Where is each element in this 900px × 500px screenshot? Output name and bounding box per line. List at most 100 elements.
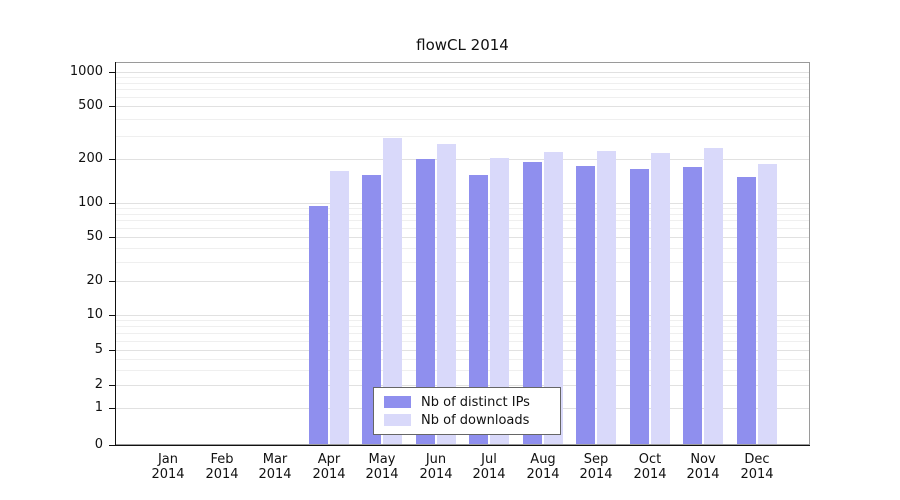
x-label-month-jul: Jul (481, 452, 497, 467)
y-axis-line (115, 62, 116, 445)
y-tick-label: 100 (78, 195, 103, 210)
gridline-minor (115, 97, 810, 98)
y-tick-label: 50 (86, 229, 103, 244)
gridline-minor (115, 359, 810, 360)
x-label-month-oct: Oct (638, 452, 662, 467)
x-label-year-sep: 2014 (579, 467, 613, 482)
x-label-year-jan: 2014 (151, 467, 185, 482)
x-label-year-nov: 2014 (686, 467, 720, 482)
bar-distinct-ips-dec (737, 177, 756, 445)
x-label-month-apr: Apr (317, 452, 341, 467)
gridline-minor (115, 341, 810, 342)
gridline-major (115, 203, 810, 204)
gridline-minor (115, 214, 810, 215)
y-tick-mark (109, 281, 115, 282)
gridline-minor (115, 248, 810, 249)
gridline-minor (115, 326, 810, 327)
y-tick-mark (109, 445, 115, 446)
x-label-year-oct: 2014 (633, 467, 667, 482)
gridline-minor (115, 220, 810, 221)
gridline-minor (115, 119, 810, 120)
legend-item-distinct-ips: Nb of distinct IPs (384, 393, 550, 411)
y-tick-label: 200 (78, 151, 103, 166)
x-label-month-feb: Feb (210, 452, 234, 467)
bar-downloads-aug (544, 152, 563, 445)
y-tick-label: 0 (94, 437, 103, 452)
legend-swatch-downloads (384, 414, 411, 426)
bar-downloads-oct (651, 153, 670, 445)
y-tick-mark (109, 408, 115, 409)
gridline-minor (115, 136, 810, 137)
y-tick-label: 20 (86, 273, 103, 288)
y-tick-label: 5 (94, 342, 103, 357)
gridline-major (115, 72, 810, 73)
gridline-minor (115, 333, 810, 334)
x-label-month-mar: Mar (262, 452, 288, 467)
bar-downloads-sep (597, 151, 616, 445)
gridline-minor (115, 320, 810, 321)
gridline-minor (115, 77, 810, 78)
gridline-major (115, 385, 810, 386)
x-label-year-apr: 2014 (312, 467, 346, 482)
legend-label-downloads: Nb of downloads (421, 412, 530, 428)
bar-downloads-may (383, 138, 402, 445)
y-tick-label: 1000 (69, 64, 103, 79)
gridline-major (115, 106, 810, 107)
gridline-minor (115, 89, 810, 90)
legend: Nb of distinct IPs Nb of downloads (373, 387, 561, 435)
y-tick-mark (109, 72, 115, 73)
x-label-year-aug: 2014 (526, 467, 560, 482)
legend-swatch-distinct-ips (384, 396, 411, 408)
bar-downloads-nov (704, 148, 723, 445)
gridline-major (115, 281, 810, 282)
x-label-month-aug: Aug (530, 452, 556, 467)
x-label-month-dec: Dec (744, 452, 770, 467)
y-tick-mark (109, 315, 115, 316)
x-axis-line (115, 445, 810, 446)
gridline-minor (115, 83, 810, 84)
bar-distinct-ips-oct (630, 169, 649, 445)
x-label-year-mar: 2014 (258, 467, 292, 482)
y-tick-label: 2 (94, 377, 103, 392)
bar-downloads-dec (758, 164, 777, 445)
legend-item-downloads: Nb of downloads (384, 411, 550, 429)
y-tick-mark (109, 106, 115, 107)
bar-downloads-jul (490, 158, 509, 445)
y-tick-mark (109, 159, 115, 160)
x-label-month-jan: Jan (157, 452, 179, 467)
y-tick-mark (109, 385, 115, 386)
x-label-month-nov: Nov (690, 452, 716, 467)
bar-distinct-ips-sep (576, 166, 595, 445)
gridline-minor (115, 370, 810, 371)
x-label-year-may: 2014 (365, 467, 399, 482)
y-tick-mark (109, 203, 115, 204)
y-tick-label: 10 (86, 307, 103, 322)
bar-distinct-ips-may (362, 175, 381, 445)
bar-distinct-ips-nov (683, 167, 702, 445)
chart-title: flowCL 2014 (416, 36, 509, 54)
x-label-month-sep: Sep (583, 452, 609, 467)
x-label-year-jul: 2014 (472, 467, 506, 482)
gridline-minor (115, 228, 810, 229)
bar-downloads-apr (330, 171, 349, 445)
x-label-month-jun: Jun (425, 452, 447, 467)
bar-distinct-ips-jul (469, 175, 488, 445)
y-tick-label: 500 (78, 98, 103, 113)
gridline-major (115, 315, 810, 316)
y-tick-label: 1 (94, 400, 103, 415)
gridline-major (115, 350, 810, 351)
x-label-year-dec: 2014 (740, 467, 774, 482)
bar-distinct-ips-apr (309, 206, 328, 445)
x-label-month-may: May (368, 452, 396, 467)
gridline-major (115, 237, 810, 238)
y-tick-mark (109, 350, 115, 351)
x-label-year-jun: 2014 (419, 467, 453, 482)
bar-distinct-ips-jun (416, 159, 435, 445)
bar-downloads-jun (437, 144, 456, 445)
x-label-year-feb: 2014 (205, 467, 239, 482)
legend-label-distinct-ips: Nb of distinct IPs (421, 394, 530, 410)
bar-distinct-ips-aug (523, 162, 542, 445)
gridline-major (115, 159, 810, 160)
